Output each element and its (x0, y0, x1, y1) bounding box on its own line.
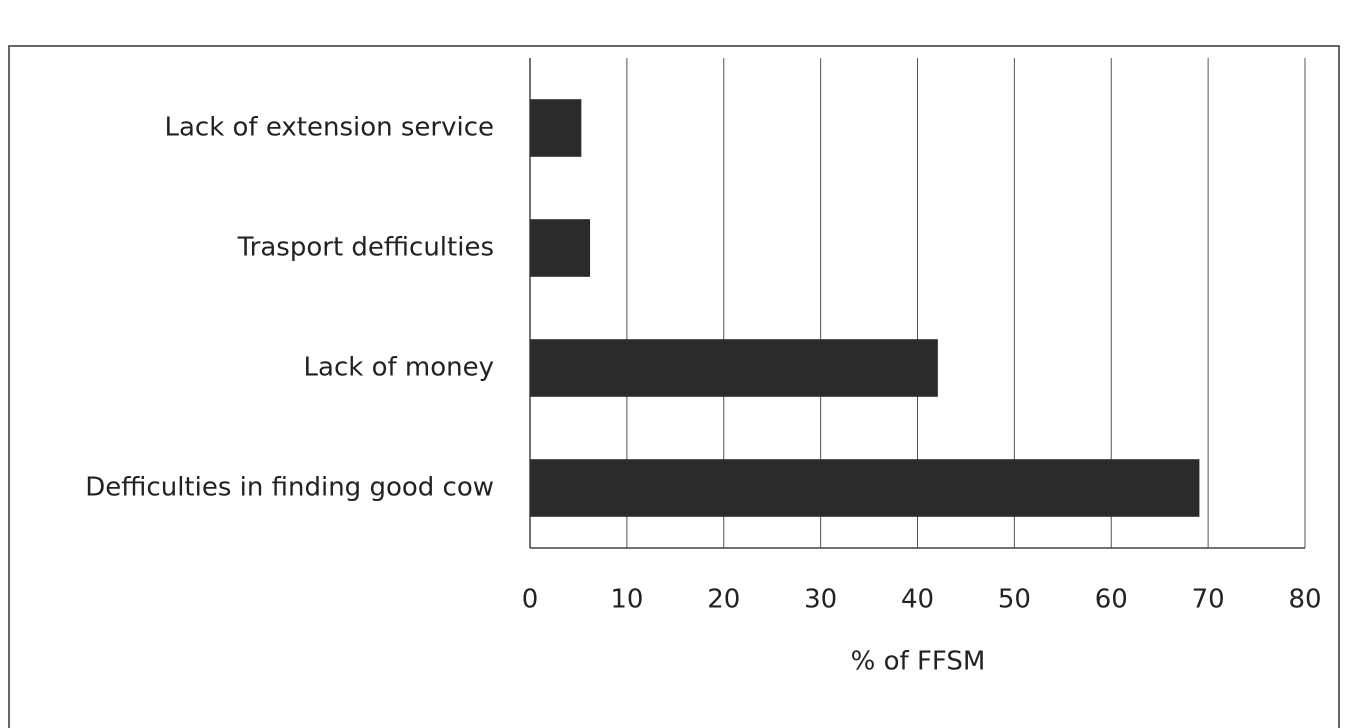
bar (530, 339, 938, 397)
y-tick-label: Defficulties in finding good cow (85, 473, 494, 503)
y-tick-label: Trasport defficulties (237, 233, 494, 263)
x-tick-label: 70 (1192, 585, 1225, 615)
frame (8, 45, 1340, 728)
x-tick-label: 30 (804, 585, 837, 615)
x-axis-label: % of FFSM (851, 647, 986, 677)
x-tick-label: 60 (1095, 585, 1128, 615)
x-tick-label: 40 (901, 585, 934, 615)
bar (530, 99, 582, 157)
x-tick-label: 0 (522, 585, 539, 615)
x-tick-label: 20 (707, 585, 740, 615)
x-tick-label: 50 (998, 585, 1031, 615)
y-tick-label: Lack of money (304, 353, 494, 383)
bar (530, 219, 591, 277)
bar (530, 459, 1200, 517)
x-tick-label: 80 (1288, 585, 1321, 615)
y-tick-label: Lack of extension service (164, 113, 494, 143)
x-tick-label: 10 (610, 585, 643, 615)
